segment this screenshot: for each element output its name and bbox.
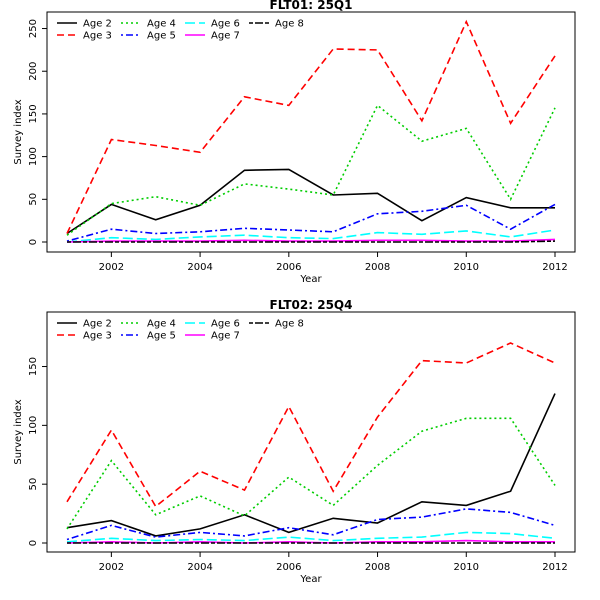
x-tick-label: 2012	[542, 562, 567, 573]
x-axis-label: Year	[299, 574, 322, 585]
plot-frame	[46, 11, 576, 253]
chart-title: FLT02: 25Q4	[270, 298, 353, 312]
series-line-age-2	[66, 393, 556, 537]
y-tick-label: 250	[28, 19, 39, 38]
x-tick-label: 2006	[276, 262, 301, 273]
legend-label: Age 3	[83, 331, 112, 342]
series-line-age-3	[66, 19, 556, 234]
series-line-age-7	[66, 238, 556, 243]
series-line-age-6	[66, 229, 556, 243]
series-line-age-3	[66, 342, 556, 508]
legend-label: Age 2	[83, 19, 112, 30]
x-tick-label: 2002	[99, 562, 124, 573]
legend-label: Age 6	[211, 19, 240, 30]
x-axis-label: Year	[299, 274, 322, 285]
y-tick-label: 0	[28, 239, 39, 245]
series-line-age-4	[66, 417, 556, 530]
y-tick-label: 0	[28, 540, 39, 546]
legend-label: Age 4	[147, 19, 176, 30]
y-tick-label: 50	[28, 478, 39, 491]
series-line-age-2	[66, 168, 555, 235]
chart-panel-1: FLT01: 25Q1 2002 2004 2006 2008 2010 2012 Year 0…	[13, 0, 576, 285]
x-tick-label: 2008	[365, 262, 390, 273]
y-axis-label: Survey index	[13, 399, 24, 464]
x-tick-label: 2010	[454, 562, 479, 573]
series-line-age-8	[67, 240, 556, 243]
x-tick-label: 2012	[542, 262, 567, 273]
y-tick-label: 100	[28, 416, 39, 435]
legend-label: Age 5	[147, 31, 176, 42]
y-tick-label: 150	[28, 357, 39, 376]
legend-label: Age 8	[275, 19, 304, 30]
legend-label: Age 2	[83, 319, 112, 330]
x-tick-label: 2008	[365, 562, 390, 573]
legend-label: Age 8	[275, 319, 304, 330]
x-tick-label: 2002	[99, 262, 124, 273]
legend-label: Age 5	[147, 331, 176, 342]
y-tick-label: 100	[28, 147, 39, 166]
series-line-age-4	[66, 104, 556, 236]
legend-label: Age 3	[83, 31, 112, 42]
series-line-age-5	[66, 508, 556, 541]
legend-label: Age 4	[147, 319, 176, 330]
x-tick-label: 2004	[187, 562, 212, 573]
y-tick-label: 150	[28, 104, 39, 123]
series-line-age-5	[66, 203, 556, 242]
x-tick-label: 2010	[454, 262, 479, 273]
legend-label: Age 7	[211, 31, 240, 42]
x-tick-label: 2006	[276, 562, 301, 573]
legend-label: Age 7	[211, 331, 240, 342]
series-line-age-6	[66, 531, 556, 543]
y-tick-label: 50	[28, 193, 39, 206]
x-tick-label: 2004	[187, 262, 212, 273]
y-tick-label: 200	[28, 62, 39, 81]
legend-label: Age 6	[211, 319, 240, 330]
y-axis-label: Survey index	[13, 99, 24, 164]
chart-title: FLT01: 25Q1	[270, 0, 353, 12]
plot-frame	[46, 311, 576, 553]
chart-panel-2: FLT02: 25Q4 2002 2004 2006 2008 2010 2012 Year 0…	[13, 298, 576, 585]
